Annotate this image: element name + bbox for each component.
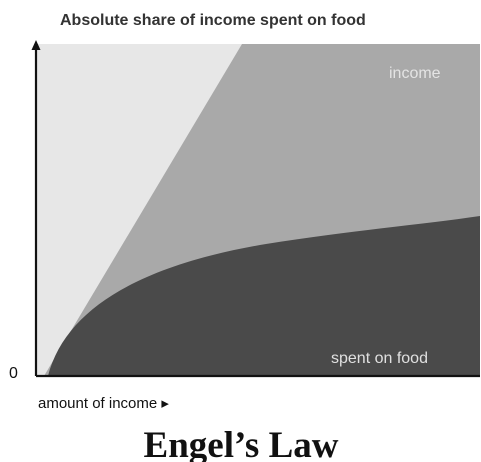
series-label-spent-on-food: spent on food bbox=[331, 350, 428, 367]
chart-title: Absolute share of income spent on food bbox=[60, 12, 366, 29]
y-origin-tick-label: 0 bbox=[9, 365, 18, 382]
y-axis-arrowhead bbox=[31, 40, 41, 50]
series-label-income: income bbox=[389, 65, 441, 82]
x-axis-label: amount of income ▸ bbox=[38, 395, 169, 412]
figure-caption: Engel’s Law bbox=[144, 425, 339, 462]
series-area-spent-on-food bbox=[48, 216, 480, 376]
